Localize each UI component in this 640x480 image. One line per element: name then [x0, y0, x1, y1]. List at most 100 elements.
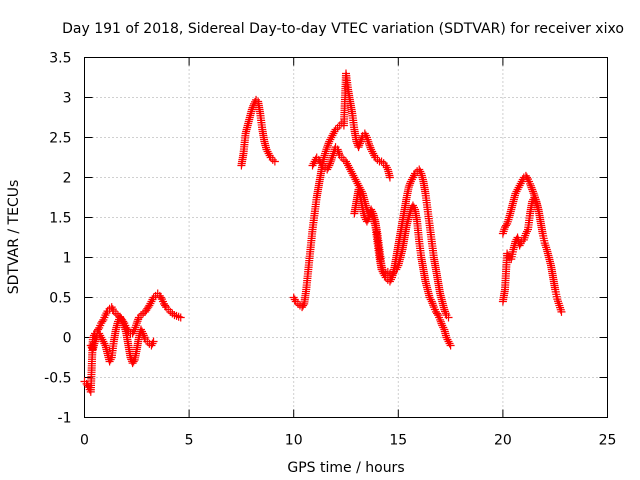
- data-point: [409, 171, 418, 180]
- data-point: [148, 339, 157, 348]
- data-point: [530, 193, 539, 202]
- x-tick-labels: 0 5 10 15 20 25: [80, 433, 616, 449]
- data-point: [436, 317, 445, 326]
- data-point: [333, 145, 342, 154]
- x-tick-label: 5: [185, 433, 194, 449]
- data-points: [80, 69, 566, 396]
- data-point: [406, 179, 415, 188]
- data-point: [119, 319, 128, 328]
- data-point: [556, 305, 565, 314]
- data-point: [409, 203, 418, 212]
- data-point: [405, 181, 414, 190]
- data-point: [289, 293, 298, 302]
- data-point: [363, 215, 372, 224]
- data-point: [385, 173, 394, 182]
- y-tick-label: 0: [63, 331, 72, 347]
- y-tick-labels: -1 -0.5 0 0.5 1 1.5 2 2.5 3 3.5: [44, 51, 71, 427]
- x-tick-label: 15: [389, 433, 407, 449]
- data-point: [553, 297, 562, 306]
- data-point: [534, 205, 543, 214]
- data-point: [176, 313, 185, 322]
- axis-ticks: [84, 57, 608, 418]
- data-point: [321, 147, 330, 156]
- data-point: [436, 315, 445, 324]
- data-point: [106, 355, 115, 364]
- data-point: [328, 153, 337, 162]
- data-point: [247, 105, 256, 114]
- data-point: [498, 229, 507, 238]
- data-point: [355, 141, 364, 150]
- series-arc-8: [498, 193, 543, 306]
- data-point: [299, 301, 308, 310]
- data-point: [441, 307, 450, 316]
- data-point: [370, 151, 379, 160]
- data-point: [439, 323, 448, 332]
- grid: [84, 57, 608, 418]
- data-point: [140, 333, 149, 342]
- y-tick-label: 3: [63, 91, 72, 107]
- data-point: [323, 141, 332, 150]
- x-tick-label: 25: [599, 433, 617, 449]
- y-axis-label: SDTVAR / TECUs: [6, 180, 22, 295]
- data-point: [327, 155, 336, 164]
- data-point: [290, 295, 299, 304]
- data-point: [147, 341, 156, 350]
- data-point: [380, 271, 389, 280]
- data-point: [526, 179, 535, 188]
- y-tick-label: 0.5: [49, 291, 71, 307]
- x-tick-label: 0: [80, 433, 89, 449]
- data-point: [365, 141, 374, 150]
- data-point: [107, 303, 116, 312]
- data-point: [533, 203, 542, 212]
- data-point: [356, 137, 365, 146]
- series-arc-7: [498, 171, 566, 316]
- data-point: [138, 327, 147, 336]
- y-tick-label: 2.5: [49, 131, 71, 147]
- data-point: [326, 157, 335, 166]
- data-point: [90, 337, 99, 346]
- data-point: [324, 139, 333, 148]
- data-point: [361, 131, 370, 140]
- data-point: [325, 159, 334, 168]
- data-point: [354, 143, 363, 152]
- data-point: [362, 133, 371, 142]
- data-point: [149, 337, 158, 346]
- data-point: [541, 241, 550, 250]
- y-tick-label: -0.5: [44, 371, 71, 387]
- data-point: [530, 195, 539, 204]
- data-point: [129, 327, 138, 336]
- data-point: [531, 197, 540, 206]
- series-arc-3: [237, 95, 279, 170]
- data-point: [324, 163, 333, 172]
- data-point: [132, 319, 141, 328]
- data-point: [522, 227, 531, 236]
- data-point: [556, 303, 565, 312]
- data-point: [129, 357, 138, 366]
- data-point: [542, 243, 551, 252]
- y-tick-label: -1: [58, 411, 72, 427]
- data-point: [528, 187, 537, 196]
- data-point: [404, 183, 413, 192]
- data-point: [108, 305, 117, 314]
- data-point: [526, 181, 535, 190]
- data-point: [446, 341, 455, 350]
- data-point: [441, 309, 450, 318]
- data-point: [557, 307, 566, 316]
- y-tick-label: 2: [63, 171, 72, 187]
- series-arc-4: [289, 69, 394, 312]
- data-point: [555, 301, 564, 310]
- data-point: [368, 207, 377, 216]
- data-point: [270, 157, 279, 166]
- data-point: [437, 319, 446, 328]
- series-arc-6: [350, 165, 453, 322]
- data-point: [527, 183, 536, 192]
- y-tick-label: 1: [63, 251, 72, 267]
- data-point: [416, 167, 425, 176]
- y-tick-label: 1.5: [49, 211, 71, 227]
- plot-frame: [84, 57, 608, 418]
- data-point: [428, 299, 437, 308]
- data-point: [382, 163, 391, 172]
- series-arc-2: [86, 313, 158, 368]
- data-point: [102, 309, 111, 318]
